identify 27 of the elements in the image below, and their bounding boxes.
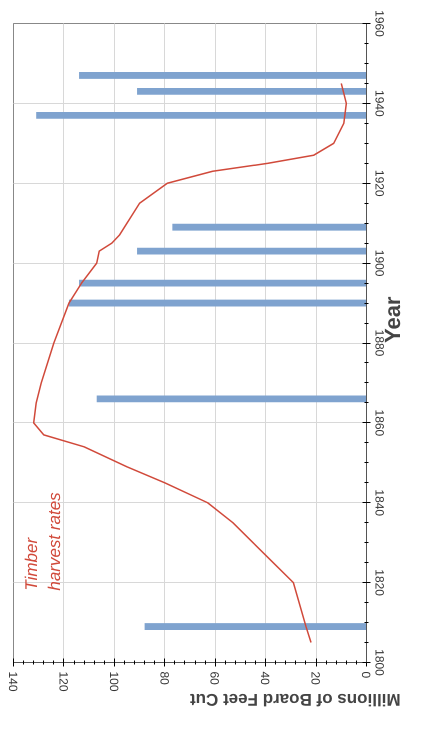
x-tick-label: 0	[359, 672, 373, 678]
x-tick-label: 20	[308, 672, 323, 686]
x-tick-label: 60	[208, 672, 222, 686]
x-tick-label: 120	[56, 672, 70, 692]
x-tick-label: 100	[106, 672, 121, 692]
x-axis-title: Millions of Board Feet Cut	[190, 690, 401, 710]
bar	[137, 88, 366, 95]
bar	[137, 248, 366, 255]
bar	[172, 224, 366, 231]
y-tick-label: 1900	[372, 250, 386, 277]
bar	[96, 396, 366, 402]
y-tick-label: 1860	[372, 410, 386, 437]
bar	[68, 300, 366, 306]
bar	[79, 72, 366, 79]
x-tick-label: 40	[258, 672, 272, 686]
y-tick-label: 1800	[372, 649, 386, 676]
y-tick-label: 1920	[372, 170, 386, 197]
y-tick-label: 1840	[372, 489, 386, 516]
y-tick-label: 1820	[372, 569, 386, 596]
x-tick-label: 80	[157, 672, 172, 686]
text: Timber harvest rates	[22, 492, 64, 591]
bar	[79, 280, 366, 286]
bar	[144, 623, 366, 630]
bar	[36, 112, 366, 119]
y-tick-label: 1940	[372, 90, 386, 118]
y-tick-label: 1960	[372, 10, 386, 38]
x-tick-label: 140	[6, 672, 20, 692]
